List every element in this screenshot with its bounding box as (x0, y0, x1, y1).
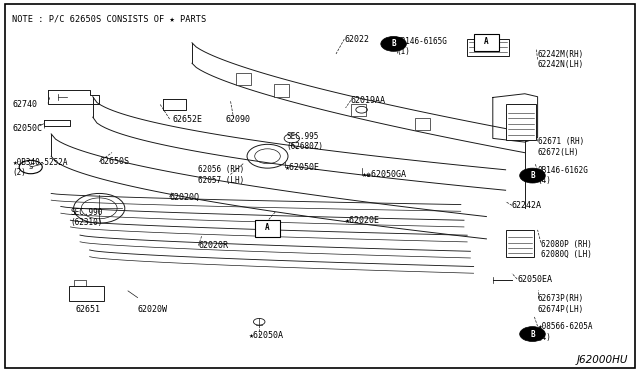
Text: 62673P(RH)
62674P(LH): 62673P(RH) 62674P(LH) (538, 294, 584, 314)
Text: SEC.990
(62310): SEC.990 (62310) (70, 208, 103, 227)
Text: 62022: 62022 (344, 35, 369, 44)
Text: 62056 (RH)
62057 (LH): 62056 (RH) 62057 (LH) (198, 165, 244, 185)
FancyBboxPatch shape (5, 4, 635, 368)
FancyBboxPatch shape (474, 34, 499, 51)
Text: 62090: 62090 (225, 115, 250, 124)
FancyBboxPatch shape (506, 104, 536, 140)
Text: 62671 (RH)
62672(LH): 62671 (RH) 62672(LH) (538, 137, 584, 157)
Text: ★08566-6205A
(4): ★08566-6205A (4) (538, 322, 593, 341)
Text: 62740: 62740 (13, 100, 38, 109)
Text: ★62050A: ★62050A (248, 331, 284, 340)
Circle shape (520, 168, 545, 183)
FancyBboxPatch shape (351, 104, 366, 116)
FancyBboxPatch shape (236, 73, 251, 85)
Text: 62242M(RH)
62242N(LH): 62242M(RH) 62242N(LH) (538, 50, 584, 69)
Text: ★0B340-5252A
(2): ★0B340-5252A (2) (13, 158, 68, 177)
Text: ★62050E: ★62050E (285, 163, 320, 172)
Text: 62050C: 62050C (13, 124, 43, 133)
FancyBboxPatch shape (467, 39, 509, 56)
FancyBboxPatch shape (69, 286, 104, 301)
Text: B: B (530, 330, 535, 339)
Circle shape (381, 36, 406, 51)
FancyBboxPatch shape (415, 118, 430, 130)
Text: 62242A: 62242A (512, 201, 542, 210)
Text: B: B (391, 39, 396, 48)
FancyBboxPatch shape (274, 84, 289, 97)
Text: 0B146-6162G
(4): 0B146-6162G (4) (538, 166, 588, 185)
Text: 0B146-6165G
(1): 0B146-6165G (1) (397, 37, 447, 56)
Text: SEC.995
(62680Z): SEC.995 (62680Z) (287, 132, 324, 151)
Text: ★62020E: ★62020E (344, 216, 380, 225)
Text: 62020W: 62020W (138, 305, 168, 314)
Circle shape (520, 327, 545, 341)
Text: 62020R: 62020R (198, 241, 228, 250)
Text: A: A (484, 37, 489, 46)
Text: NOTE : P/C 62650S CONSISTS OF ★ PARTS: NOTE : P/C 62650S CONSISTS OF ★ PARTS (12, 14, 206, 23)
Text: A: A (265, 223, 270, 232)
FancyBboxPatch shape (255, 220, 280, 237)
Text: 62080P (RH)
62080Q (LH): 62080P (RH) 62080Q (LH) (541, 240, 591, 259)
Text: 62050EA: 62050EA (517, 275, 552, 284)
Text: 62650S: 62650S (99, 157, 129, 166)
Text: 62651: 62651 (76, 305, 100, 314)
Text: B: B (530, 171, 535, 180)
Text: 62019AA: 62019AA (351, 96, 386, 105)
Text: 62652E: 62652E (173, 115, 203, 124)
Text: ★♚62050GA: ★♚62050GA (362, 170, 406, 179)
FancyBboxPatch shape (506, 230, 534, 257)
Text: 62020Q: 62020Q (170, 193, 200, 202)
Text: S: S (29, 164, 33, 170)
Text: J62000HU: J62000HU (577, 355, 628, 365)
